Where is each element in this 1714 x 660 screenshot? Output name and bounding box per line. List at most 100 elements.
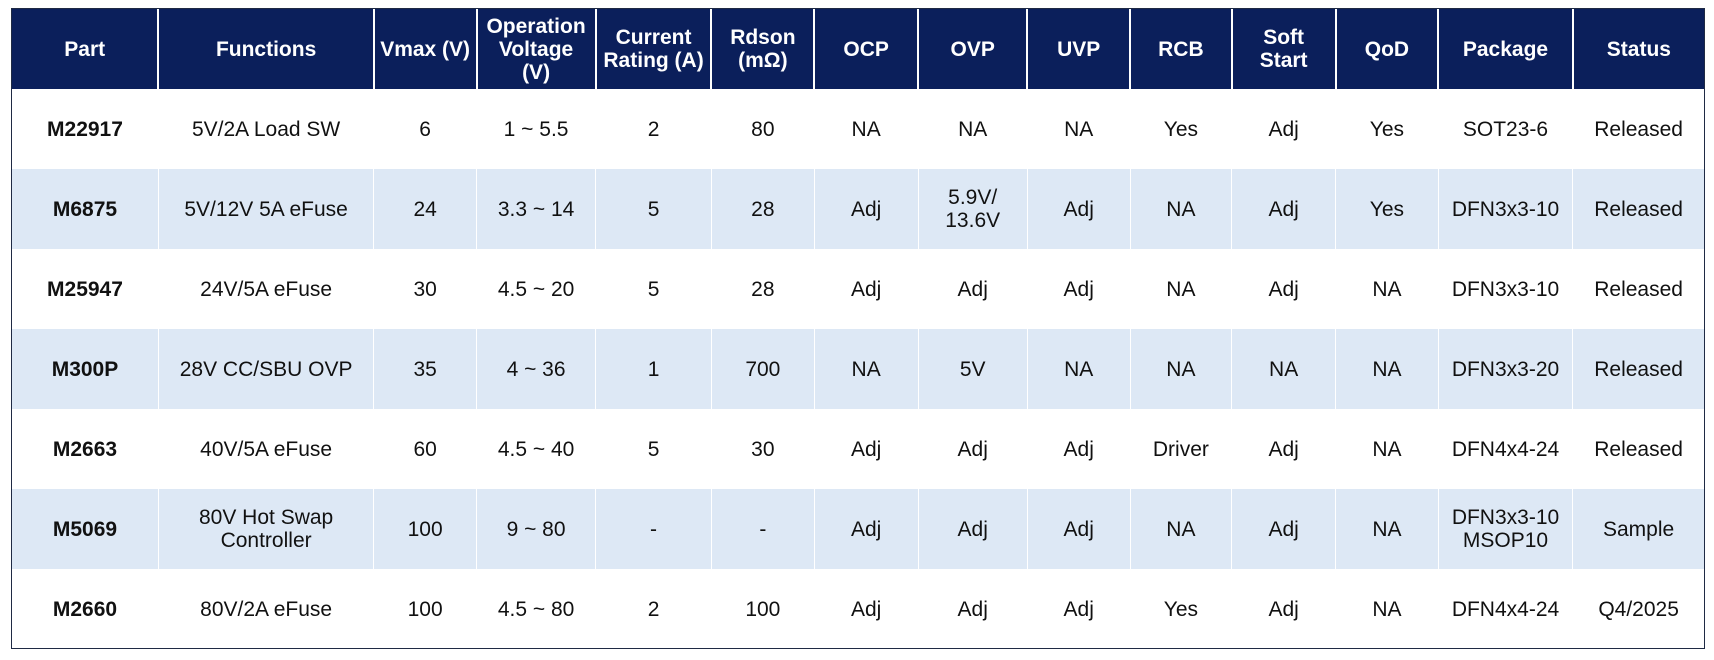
header-qod: QoD <box>1335 9 1440 89</box>
cell-rdson: 100 <box>711 569 815 648</box>
header-package: Package <box>1438 9 1574 89</box>
cell-rcb: NA <box>1130 249 1233 329</box>
cell-ovp: Adj <box>918 569 1028 648</box>
cell-ocp: NA <box>814 329 919 409</box>
cell-part: M5069 <box>12 489 159 569</box>
cell-functions: 28V CC/SBU OVP <box>158 329 375 409</box>
table-row: M300P 28V CC/SBU OVP 35 4 ~ 36 1 700 NA 5V NA NA N… <box>12 329 1704 409</box>
cell-vmax: 100 <box>373 489 477 569</box>
cell-current-rating: 5 <box>595 249 712 329</box>
cell-qod: NA <box>1335 409 1439 489</box>
cell-status: Q4/2025 <box>1572 569 1704 648</box>
cell-qod: NA <box>1335 569 1439 648</box>
table-row: M2660 80V/2A eFuse 100 4.5 ~ 80 2 100 Adj Adj Ad… <box>12 569 1704 648</box>
cell-uvp: Adj <box>1027 249 1131 329</box>
header-rdson: Rdson (mΩ) <box>711 9 816 89</box>
cell-package: DFN3x3-10 MSOP10 <box>1438 489 1574 569</box>
cell-ocp: NA <box>814 89 919 169</box>
cell-ocp: Adj <box>814 569 919 648</box>
cell-ocp: Adj <box>814 169 919 249</box>
cell-qod: NA <box>1335 249 1439 329</box>
cell-status: Released <box>1572 409 1704 489</box>
cell-vmax: 35 <box>373 329 477 409</box>
cell-operation-voltage: 4.5 ~ 80 <box>476 569 597 648</box>
cell-vmax: 60 <box>373 409 477 489</box>
cell-ovp: Adj <box>918 409 1028 489</box>
table-body: M22917 5V/2A Load SW 6 1 ~ 5.5 2 80 NA NA NA Yes A… <box>12 89 1704 648</box>
cell-rcb: NA <box>1130 169 1233 249</box>
cell-vmax: 30 <box>373 249 477 329</box>
cell-operation-voltage: 4.5 ~ 40 <box>476 409 597 489</box>
cell-status: Released <box>1572 329 1704 409</box>
cell-qod: NA <box>1335 329 1439 409</box>
header-uvp: UVP <box>1027 9 1132 89</box>
cell-ocp: Adj <box>814 249 919 329</box>
cell-operation-voltage: 9 ~ 80 <box>476 489 597 569</box>
cell-rdson: 30 <box>711 409 815 489</box>
cell-rdson: 28 <box>711 249 815 329</box>
header-status: Status <box>1572 9 1704 89</box>
table-row: M5069 80V Hot Swap Controller 100 9 ~ 80- - A… <box>12 489 1704 569</box>
cell-package: DFN4x4-24 <box>1438 409 1574 489</box>
cell-ocp: Adj <box>814 489 919 569</box>
cell-qod: Yes <box>1335 89 1439 169</box>
cell-current-rating: 2 <box>595 569 712 648</box>
cell-current-rating: 5 <box>595 169 712 249</box>
cell-soft-start: Adj <box>1231 249 1337 329</box>
cell-rcb: Yes <box>1130 569 1233 648</box>
table-row: M2663 40V/5A eFuse 60 4.5 ~ 40 5 30 Adj Adj Adj D… <box>12 409 1704 489</box>
header-operation-voltage: Operation Voltage (V) <box>476 9 597 89</box>
cell-rcb: NA <box>1130 489 1233 569</box>
cell-status: Released <box>1572 169 1704 249</box>
cell-soft-start: Adj <box>1231 169 1337 249</box>
cell-package: DFN4x4-24 <box>1438 569 1574 648</box>
cell-qod: NA <box>1335 489 1439 569</box>
cell-rdson: - <box>711 489 815 569</box>
header-ovp: OVP <box>918 9 1029 89</box>
cell-status: Released <box>1572 89 1704 169</box>
cell-status: Released <box>1572 249 1704 329</box>
cell-ovp: Adj <box>918 249 1028 329</box>
cell-operation-voltage: 4 ~ 36 <box>476 329 597 409</box>
cell-rdson: 700 <box>711 329 815 409</box>
cell-rcb: NA <box>1130 329 1233 409</box>
cell-part: M300P <box>12 329 159 409</box>
cell-status: Sample <box>1572 489 1704 569</box>
cell-part: M25947 <box>12 249 159 329</box>
cell-soft-start: Adj <box>1231 409 1337 489</box>
cell-operation-voltage: 4.5 ~ 20 <box>476 249 597 329</box>
cell-package: DFN3x3-10 <box>1438 249 1574 329</box>
cell-part: M2660 <box>12 569 159 648</box>
table-row: M6875 5V/12V 5A eFuse 24 3.3 ~ 14 5 28 Adj 5.9V… <box>12 169 1704 249</box>
cell-part: M2663 <box>12 409 159 489</box>
cell-vmax: 6 <box>373 89 477 169</box>
cell-current-rating: - <box>595 489 712 569</box>
header-part: Part <box>12 9 160 89</box>
cell-soft-start: Adj <box>1231 89 1337 169</box>
cell-ocp: Adj <box>814 409 919 489</box>
cell-part: M22917 <box>12 89 159 169</box>
table-row: M22917 5V/2A Load SW 6 1 ~ 5.5 2 80 NA NA NA Yes A… <box>12 89 1704 169</box>
cell-package: DFN3x3-10 <box>1438 169 1574 249</box>
cell-functions: 40V/5A eFuse <box>158 409 375 489</box>
cell-ovp: Adj <box>918 489 1028 569</box>
cell-ovp: NA <box>918 89 1028 169</box>
cell-uvp: Adj <box>1027 409 1131 489</box>
cell-functions: 80V Hot Swap Controller <box>158 489 375 569</box>
cell-uvp: Adj <box>1027 569 1131 648</box>
cell-uvp: Adj <box>1027 169 1131 249</box>
cell-uvp: NA <box>1027 329 1131 409</box>
cell-package: SOT23-6 <box>1438 89 1574 169</box>
cell-package: DFN3x3-20 <box>1438 329 1574 409</box>
header-current-rating: Current Rating (A) <box>595 9 713 89</box>
table-row: M25947 24V/5A eFuse 30 4.5 ~ 20 5 28 Adj Adj Adj… <box>12 249 1704 329</box>
header-functions: Functions <box>158 9 375 89</box>
cell-soft-start: Adj <box>1231 489 1337 569</box>
cell-vmax: 100 <box>373 569 477 648</box>
cell-ovp: 5.9V/ 13.6V <box>918 169 1028 249</box>
cell-ovp: 5V <box>918 329 1028 409</box>
cell-uvp: Adj <box>1027 489 1131 569</box>
header-vmax: Vmax (V) <box>373 9 478 89</box>
cell-qod: Yes <box>1335 169 1439 249</box>
cell-functions: 80V/2A eFuse <box>158 569 375 648</box>
